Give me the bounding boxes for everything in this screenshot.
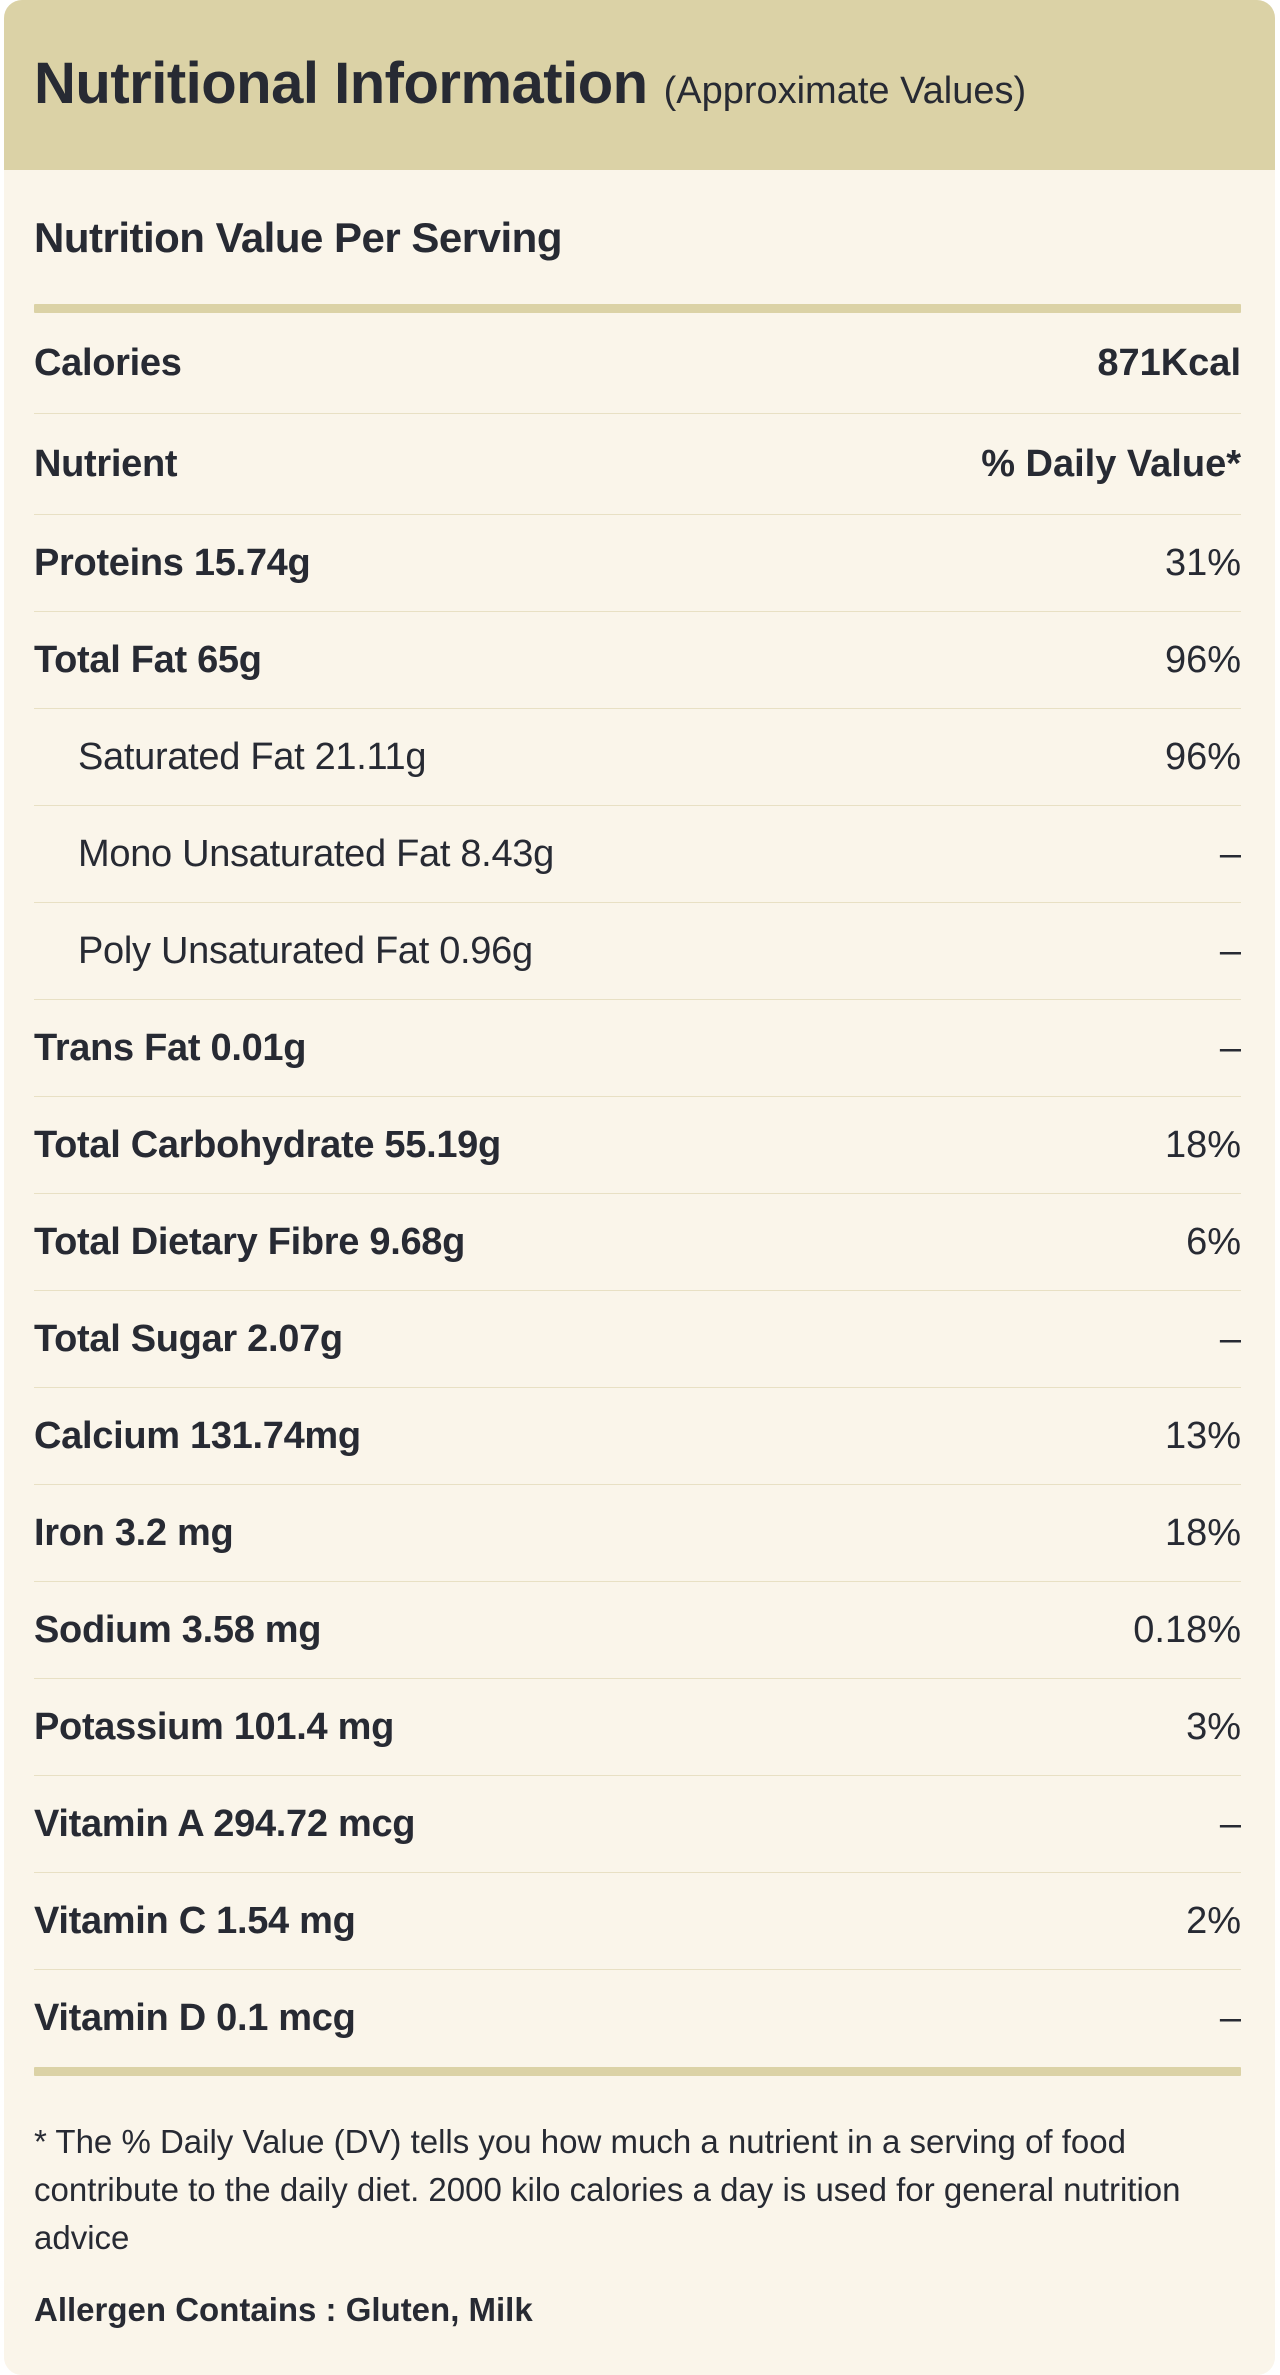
nutrient-column-header: Nutrient xyxy=(34,442,178,485)
nutrient-label: Calcium 131.74mg xyxy=(34,1414,361,1457)
section-title: Nutrition Value Per Serving xyxy=(34,214,562,261)
nutrient-label: Poly Unsaturated Fat 0.96g xyxy=(78,929,533,972)
nutrient-label: Iron 3.2 mg xyxy=(34,1511,234,1554)
nutrient-value: 96% xyxy=(1164,735,1241,778)
separator-bar-bottom xyxy=(34,2067,1241,2076)
nutrient-label: Total Dietary Fibre 9.68g xyxy=(34,1220,466,1263)
table-row-dietary-fibre: Total Dietary Fibre 9.68g 6% xyxy=(34,1194,1241,1291)
nutrient-value: 0.18% xyxy=(1133,1608,1241,1651)
nutrient-value: – xyxy=(1219,1997,1241,2039)
table-row-saturated-fat: Saturated Fat 21.11g 96% xyxy=(34,709,1241,806)
nutrient-label: Trans Fat 0.01g xyxy=(34,1026,307,1069)
nutrient-label: Saturated Fat 21.11g xyxy=(78,735,427,778)
nutrition-card: Nutritional Information (Approximate Val… xyxy=(4,0,1275,2375)
table-row-total-fat: Total Fat 65g 96% xyxy=(34,612,1241,709)
table-row-trans-fat: Trans Fat 0.01g – xyxy=(34,1000,1241,1097)
table-row-vitamin-c: Vitamin C 1.54 mg 2% xyxy=(34,1873,1241,1970)
nutrient-label: Mono Unsaturated Fat 8.43g xyxy=(78,832,554,875)
table-row-iron: Iron 3.2 mg 18% xyxy=(34,1485,1241,1582)
nutrient-label: Potassium 101.4 mg xyxy=(34,1705,394,1748)
calories-value: 871Kcal xyxy=(1097,341,1241,384)
nutrient-value: – xyxy=(1219,1802,1241,1845)
card-header: Nutritional Information (Approximate Val… xyxy=(4,0,1275,170)
calories-row: Calories 871Kcal xyxy=(34,313,1241,414)
daily-value-column-header: % Daily Value* xyxy=(981,442,1241,485)
table-row-vitamin-a: Vitamin A 294.72 mcg – xyxy=(34,1776,1241,1873)
table-row-vitamin-d: Vitamin D 0.1 mcg – xyxy=(34,1970,1241,2067)
nutrient-label: Total Carbohydrate 55.19g xyxy=(34,1123,501,1166)
table-row-sodium: Sodium 3.58 mg 0.18% xyxy=(34,1582,1241,1679)
calories-label: Calories xyxy=(34,341,182,384)
nutrient-value: 18% xyxy=(1164,1511,1241,1554)
nutrient-value: – xyxy=(1219,1317,1241,1360)
daily-value-footnote: * The % Daily Value (DV) tells you how m… xyxy=(34,2123,1181,2257)
title-line: Nutritional Information (Approximate Val… xyxy=(34,50,1026,117)
table-row-calcium: Calcium 131.74mg 13% xyxy=(34,1388,1241,1485)
nutrient-value: – xyxy=(1219,929,1241,972)
page-title: Nutritional Information xyxy=(34,50,648,116)
table-row-poly-unsaturated-fat: Poly Unsaturated Fat 0.96g – xyxy=(34,903,1241,1000)
nutrient-value: 96% xyxy=(1164,638,1241,681)
nutrient-value: – xyxy=(1219,1026,1241,1069)
separator-bar-top xyxy=(34,304,1241,313)
table-row-potassium: Potassium 101.4 mg 3% xyxy=(34,1679,1241,1776)
nutrient-value: 2% xyxy=(1186,1899,1241,1942)
nutrient-value: 18% xyxy=(1164,1123,1241,1166)
allergen-note: Allergen Contains : Gluten, Milk xyxy=(34,2290,533,2328)
page-subtitle: (Approximate Values) xyxy=(663,69,1027,112)
table-row-mono-unsaturated-fat: Mono Unsaturated Fat 8.43g – xyxy=(34,806,1241,903)
table-row-total-carbohydrate: Total Carbohydrate 55.19g 18% xyxy=(34,1097,1241,1194)
card-body: Nutrition Value Per Serving Calories 871… xyxy=(4,170,1275,2375)
nutrient-value: – xyxy=(1219,832,1241,875)
nutrient-value: 31% xyxy=(1164,541,1241,584)
nutrient-value: 3% xyxy=(1186,1705,1241,1748)
nutrient-label: Proteins 15.74g xyxy=(34,541,311,584)
nutrient-label: Total Fat 65g xyxy=(34,638,262,681)
table-row-proteins: Proteins 15.74g 31% xyxy=(34,515,1241,612)
nutrient-label: Vitamin A 294.72 mcg xyxy=(34,1802,416,1845)
nutrient-label: Total Sugar 2.07g xyxy=(34,1317,343,1360)
nutrient-label: Vitamin C 1.54 mg xyxy=(34,1899,356,1942)
nutrient-label: Sodium 3.58 mg xyxy=(34,1608,322,1651)
table-row-total-sugar: Total Sugar 2.07g – xyxy=(34,1291,1241,1388)
nutrition-table: Calories 871Kcal Nutrient % Daily Value*… xyxy=(34,313,1241,2067)
nutrient-value: 13% xyxy=(1164,1414,1241,1457)
nutrient-value: 6% xyxy=(1186,1220,1241,1263)
table-header-row: Nutrient % Daily Value* xyxy=(34,414,1241,515)
nutrient-label: Vitamin D 0.1 mcg xyxy=(34,1997,356,2039)
